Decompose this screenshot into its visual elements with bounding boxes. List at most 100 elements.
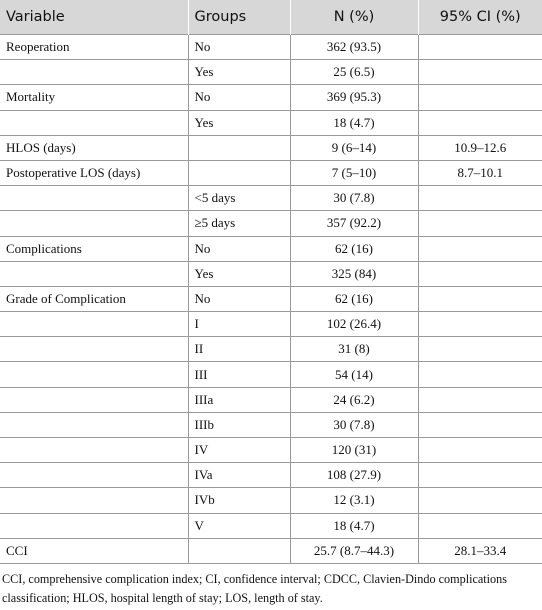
table-cell: 120 (31) xyxy=(289,436,418,463)
table-cell xyxy=(417,33,542,60)
table-cell: 325 (84) xyxy=(289,260,418,287)
table-cell: Yes xyxy=(187,109,290,136)
table-cell: Mortality xyxy=(0,84,188,111)
table-row: Yes 325 (84) xyxy=(0,260,542,287)
table-cell xyxy=(0,512,188,539)
table-cell xyxy=(187,134,290,161)
table-cell xyxy=(0,59,188,85)
table-cell xyxy=(417,84,542,111)
table-cell xyxy=(187,159,290,186)
table-row: II 31 (8) xyxy=(0,336,542,362)
table-cell xyxy=(417,462,542,488)
header-cell: N (%) xyxy=(289,0,418,35)
table-cell: 12 (3.1) xyxy=(289,487,418,514)
table-cell xyxy=(0,109,188,136)
data-table: Variable Groups N (%) 95% CI (%) Reoperatio… xyxy=(0,0,542,564)
table-cell xyxy=(417,361,542,388)
table-cell: I xyxy=(187,311,290,337)
table-cell: 30 (7.8) xyxy=(289,411,418,438)
table-row: Yes 25 (6.5) xyxy=(0,59,542,85)
table-cell: 108 (27.9) xyxy=(289,462,418,488)
table-row: Postoperative LOS (days) 7 (5–10) 8.7–10.1 xyxy=(0,159,542,186)
table-cell: IV xyxy=(187,436,290,463)
table-row: ≥5 days 357 (92.2) xyxy=(0,210,542,236)
header-cell: Variable xyxy=(0,0,188,35)
table-cell: II xyxy=(187,336,290,362)
table-cell xyxy=(417,185,542,211)
table-body: Reoperation No 362 (93.5) Yes 25 (6.5) Mortal… xyxy=(0,33,542,564)
table-cell: V xyxy=(187,512,290,539)
table-row: Yes 18 (4.7) xyxy=(0,109,542,136)
table-cell: 8.7–10.1 xyxy=(417,159,542,186)
table-cell: Complications xyxy=(0,235,188,262)
header-cell: 95% CI (%) xyxy=(417,0,542,35)
table-cell: HLOS (days) xyxy=(0,134,188,161)
table-cell: 25 (6.5) xyxy=(289,59,418,85)
table-row: IIIb 30 (7.8) xyxy=(0,411,542,438)
table-cell: IVb xyxy=(187,487,290,514)
table-cell: IIIb xyxy=(187,411,290,438)
table-cell xyxy=(0,462,188,488)
table-cell: No xyxy=(187,235,290,262)
table-row: I 102 (26.4) xyxy=(0,311,542,337)
table-cell: 31 (8) xyxy=(289,336,418,362)
table-cell xyxy=(417,311,542,337)
table-cell xyxy=(417,386,542,413)
table-cell xyxy=(0,386,188,413)
table-cell xyxy=(417,210,542,236)
table-cell: 357 (92.2) xyxy=(289,210,418,236)
table-cell xyxy=(0,411,188,438)
table-cell: No xyxy=(187,285,290,312)
header-row: Variable Groups N (%) 95% CI (%) xyxy=(0,0,542,35)
table-cell: 18 (4.7) xyxy=(289,109,418,136)
table-cell xyxy=(0,260,188,287)
header-cell: Groups xyxy=(187,0,290,35)
table-cell: IVa xyxy=(187,462,290,488)
table-cell xyxy=(417,487,542,514)
table-row: Grade of Complication No 62 (16) xyxy=(0,285,542,312)
table-cell xyxy=(0,311,188,337)
table-cell xyxy=(417,109,542,136)
table-cell: 54 (14) xyxy=(289,361,418,388)
table-cell: ≥5 days xyxy=(187,210,290,236)
table-cell: <5 days xyxy=(187,185,290,211)
table-cell: Yes xyxy=(187,260,290,287)
table-cell: 62 (16) xyxy=(289,285,418,312)
table-cell: 28.1–33.4 xyxy=(417,537,542,564)
table-cell xyxy=(0,185,188,211)
table-cell: No xyxy=(187,84,290,111)
table-cell: IIIa xyxy=(187,386,290,413)
table-cell: 10.9–12.6 xyxy=(417,134,542,161)
table-row: III 54 (14) xyxy=(0,361,542,388)
table-cell xyxy=(0,336,188,362)
table-cell xyxy=(0,361,188,388)
table-cell: CCI xyxy=(0,537,188,564)
table-cell xyxy=(417,512,542,539)
table-cell: 369 (95.3) xyxy=(289,84,418,111)
table-cell: Grade of Complication xyxy=(0,285,188,312)
table-cell xyxy=(417,59,542,85)
table-row: V 18 (4.7) xyxy=(0,512,542,539)
table-cell: Postoperative LOS (days) xyxy=(0,159,188,186)
table-cell: III xyxy=(187,361,290,388)
table-row: HLOS (days) 9 (6–14) 10.9–12.6 xyxy=(0,134,542,161)
table-cell: 30 (7.8) xyxy=(289,185,418,211)
table-cell xyxy=(187,537,290,564)
table-cell xyxy=(417,411,542,438)
table-cell xyxy=(417,436,542,463)
table-cell: 7 (5–10) xyxy=(289,159,418,186)
table-cell: 362 (93.5) xyxy=(289,33,418,60)
table-row: Reoperation No 362 (93.5) xyxy=(0,33,542,60)
footnote: CCI, comprehensive complication index; C… xyxy=(2,571,507,605)
table-row: Complications No 62 (16) xyxy=(0,235,542,262)
table-cell: Reoperation xyxy=(0,33,188,60)
table-cell xyxy=(417,260,542,287)
table-cell: No xyxy=(187,33,290,60)
table-cell: 102 (26.4) xyxy=(289,311,418,337)
table-cell xyxy=(417,285,542,312)
table-cell: 9 (6–14) xyxy=(289,134,418,161)
table-cell: 18 (4.7) xyxy=(289,512,418,539)
table-row: CCI 25.7 (8.7–44.3) 28.1–33.4 xyxy=(0,537,542,564)
table-row: IVa 108 (27.9) xyxy=(0,462,542,488)
